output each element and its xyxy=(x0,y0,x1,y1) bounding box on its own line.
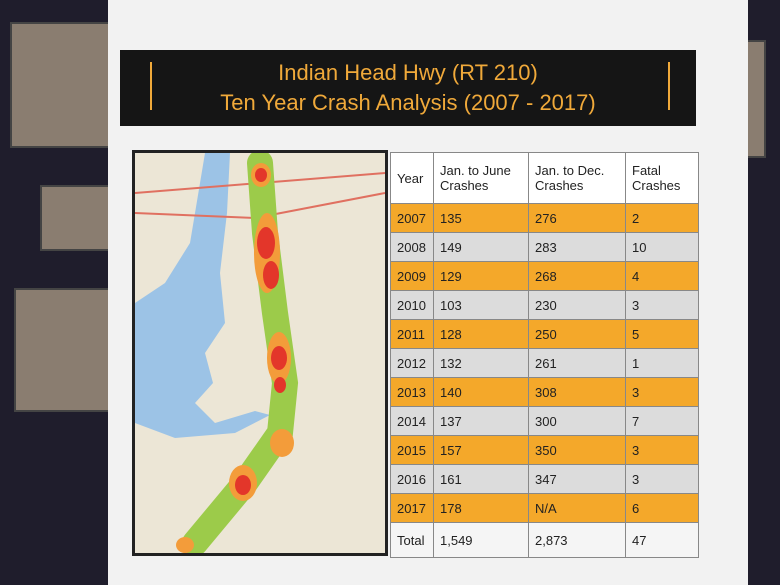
table-cell: 2012 xyxy=(390,348,434,378)
table-cell: 3 xyxy=(625,435,699,465)
river xyxy=(135,153,270,438)
table-row: 2009 129 268 4 xyxy=(390,261,699,291)
table-cell: 283 xyxy=(528,232,626,262)
table-cell: 2009 xyxy=(390,261,434,291)
table-cell: 2015 xyxy=(390,435,434,465)
subtitle: Ten Year Crash Analysis (2007 - 2017) xyxy=(220,90,596,115)
photo xyxy=(40,185,116,251)
table-cell: 47 xyxy=(625,522,699,558)
table-cell: 2013 xyxy=(390,377,434,407)
table-row: Total 1,549 2,873 47 xyxy=(390,522,699,558)
heat-map xyxy=(132,150,388,556)
crash-table: Year Jan. to June Crashes Jan. to Dec. Cra… xyxy=(390,152,699,558)
poster: Indian Head Hwy (RT 210) Ten Year Crash … xyxy=(108,0,748,585)
table-cell: 276 xyxy=(528,203,626,233)
table-cell: 300 xyxy=(528,406,626,436)
table-cell: 7 xyxy=(625,406,699,436)
table-cell: 5 xyxy=(625,319,699,349)
table-cell: 128 xyxy=(433,319,529,349)
table-cell: 4 xyxy=(625,261,699,291)
table-row: 2007 135 276 2 xyxy=(390,203,699,233)
table-row: 2013 140 308 3 xyxy=(390,377,699,407)
table-row: 2014 137 300 7 xyxy=(390,406,699,436)
header-row: Year Jan. to June Crashes Jan. to Dec. Cra… xyxy=(390,152,699,204)
table-cell: 308 xyxy=(528,377,626,407)
table-cell: 347 xyxy=(528,464,626,494)
table-cell: 6 xyxy=(625,493,699,523)
table-row: 2016 161 347 3 xyxy=(390,464,699,494)
table-cell: 350 xyxy=(528,435,626,465)
table-row: 2010 103 230 3 xyxy=(390,290,699,320)
table-cell: 250 xyxy=(528,319,626,349)
table-cell: 135 xyxy=(433,203,529,233)
table-row: 2015 157 350 3 xyxy=(390,435,699,465)
table-cell: 2011 xyxy=(390,319,434,349)
table-cell: 161 xyxy=(433,464,529,494)
table-row: 2008 149 283 10 xyxy=(390,232,699,262)
table-row: 2017 178 N/A 6 xyxy=(390,493,699,523)
table-cell: 2010 xyxy=(390,290,434,320)
table-cell: 178 xyxy=(433,493,529,523)
table-cell: 2016 xyxy=(390,464,434,494)
table-cell: 3 xyxy=(625,290,699,320)
table-cell: 10 xyxy=(625,232,699,262)
table-cell: 2007 xyxy=(390,203,434,233)
table-cell: 140 xyxy=(433,377,529,407)
table-cell: 3 xyxy=(625,464,699,494)
title: Indian Head Hwy (RT 210) xyxy=(278,60,538,85)
column-header: Year xyxy=(390,152,434,204)
photo xyxy=(10,22,110,148)
table-cell: 157 xyxy=(433,435,529,465)
table-row: 2011 128 250 5 xyxy=(390,319,699,349)
table-cell: 2008 xyxy=(390,232,434,262)
table-cell: Total xyxy=(390,522,434,558)
column-header: Fatal Crashes xyxy=(625,152,699,204)
table-cell: 2 xyxy=(625,203,699,233)
table-cell: 3 xyxy=(625,377,699,407)
table-cell: 1,549 xyxy=(433,522,529,558)
column-header: Jan. to Dec. Crashes xyxy=(528,152,626,204)
column-header: Jan. to June Crashes xyxy=(433,152,529,204)
table-cell: 132 xyxy=(433,348,529,378)
table-cell: 1 xyxy=(625,348,699,378)
table-row: 2012 132 261 1 xyxy=(390,348,699,378)
decor-bar xyxy=(668,62,670,110)
table-cell: 137 xyxy=(433,406,529,436)
table-cell: 230 xyxy=(528,290,626,320)
table-cell: 2014 xyxy=(390,406,434,436)
heat-high xyxy=(235,168,287,495)
table-cell: 129 xyxy=(433,261,529,291)
table-cell: 268 xyxy=(528,261,626,291)
table-cell: 103 xyxy=(433,290,529,320)
table-cell: 149 xyxy=(433,232,529,262)
decor-bar xyxy=(150,62,152,110)
table-cell: 261 xyxy=(528,348,626,378)
table-cell: 2,873 xyxy=(528,522,626,558)
table-cell: N/A xyxy=(528,493,626,523)
photo xyxy=(14,288,118,412)
table-cell: 2017 xyxy=(390,493,434,523)
title-banner: Indian Head Hwy (RT 210) Ten Year Crash … xyxy=(120,50,696,126)
